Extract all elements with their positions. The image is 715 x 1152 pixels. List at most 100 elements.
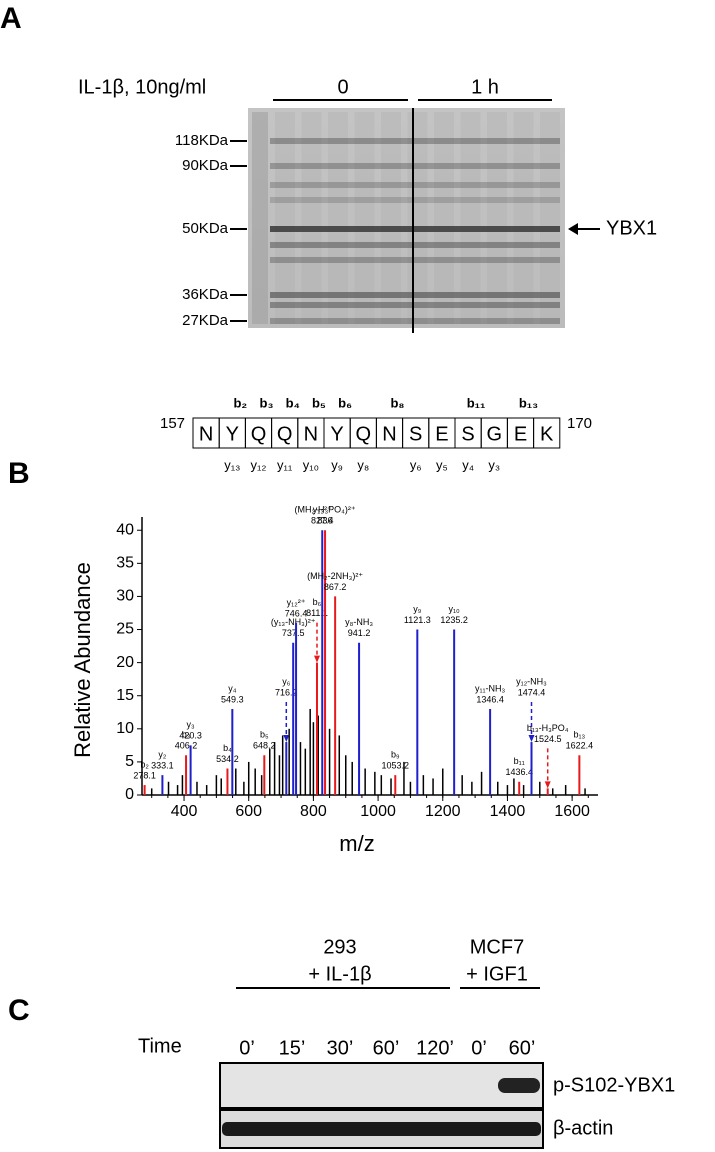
lane-label: 0’ bbox=[471, 1037, 487, 1059]
peak-mz: 811.1 bbox=[306, 608, 328, 618]
blot-band bbox=[222, 1122, 541, 1136]
peak-mz: 1053.2 bbox=[382, 761, 410, 771]
peak-ion: y₉ bbox=[413, 604, 422, 614]
row-label: p-S102-YBX1 bbox=[553, 1074, 675, 1096]
x-tick-label: 1000 bbox=[360, 803, 396, 820]
band bbox=[270, 182, 560, 188]
leader-head bbox=[283, 735, 290, 743]
x-tick-label: 400 bbox=[171, 803, 198, 820]
peak-mz: 648.2 bbox=[253, 741, 276, 751]
x-tick-label: 800 bbox=[300, 803, 327, 820]
y-ion: y₆ bbox=[410, 457, 422, 472]
gel bbox=[248, 108, 565, 328]
band bbox=[270, 257, 560, 263]
y-ion: y₁₂ bbox=[251, 457, 267, 472]
peak-ion: b₁₃ bbox=[574, 730, 586, 740]
y-tick-label: 30 bbox=[116, 588, 134, 605]
lane-label: 60’ bbox=[373, 1037, 400, 1059]
residue: E bbox=[435, 423, 448, 445]
b-ion: b₅ bbox=[312, 395, 326, 410]
y-ion: y₁₀ bbox=[303, 457, 319, 472]
peak-mz: 1622.4 bbox=[566, 741, 594, 751]
group-label: 1 h bbox=[471, 76, 499, 98]
peak-ion: y₆ bbox=[282, 676, 291, 686]
peak-mz: 278.1 bbox=[133, 770, 156, 780]
group-label: 0 bbox=[337, 76, 348, 98]
band bbox=[270, 163, 560, 169]
peak-ion: y₁₂-NH₃ bbox=[516, 676, 547, 686]
y-ion: y₃ bbox=[488, 457, 500, 472]
group-label: MCF7 bbox=[470, 936, 524, 958]
end-residue: 170 bbox=[567, 415, 592, 432]
b-ion: b₈ bbox=[390, 395, 404, 410]
residue: Y bbox=[226, 423, 239, 445]
y-tick-label: 25 bbox=[116, 621, 134, 638]
band bbox=[270, 242, 560, 248]
residue: S bbox=[409, 423, 422, 445]
residue: Q bbox=[356, 423, 372, 445]
marker: 36KDa bbox=[182, 286, 229, 303]
lane bbox=[301, 112, 322, 324]
lane bbox=[275, 112, 295, 324]
lane bbox=[460, 112, 481, 324]
residue: K bbox=[540, 423, 554, 445]
peak-ion: (y₁₃-NH₃)²⁺ bbox=[271, 617, 316, 627]
time-label: Time bbox=[138, 1035, 182, 1057]
leader-head bbox=[544, 781, 551, 789]
band bbox=[270, 197, 560, 203]
row-label: β-actin bbox=[553, 1117, 613, 1139]
peak-ion: b₉ bbox=[391, 750, 400, 760]
y-tick-label: 5 bbox=[125, 753, 134, 770]
residue: E bbox=[514, 423, 527, 445]
treatment: IL-1β, 10ng/ml bbox=[78, 76, 206, 98]
peak-mz: 827.4 bbox=[311, 516, 334, 526]
peptide: N Yb₂y₁₃Qb₃y₁₂Qb₄y₁₁Nb₅y₁₀Yb₆y₉Qy₈Nb₈Sy₆E… bbox=[192, 395, 561, 472]
x-tick-label: 1600 bbox=[554, 803, 590, 820]
band bbox=[270, 318, 560, 324]
lane bbox=[354, 112, 375, 324]
residue: N bbox=[382, 423, 396, 445]
group-label: 293 bbox=[323, 936, 356, 958]
group-label: + IL-1β bbox=[308, 963, 371, 985]
leader-head bbox=[313, 655, 320, 663]
peak-mz: 867.2 bbox=[324, 582, 347, 592]
peak-mz: 1524.5 bbox=[534, 734, 562, 744]
peak-mz: 716.2 bbox=[275, 687, 298, 697]
residue: Y bbox=[330, 423, 343, 445]
residue: S bbox=[461, 423, 474, 445]
x-tick-label: 1200 bbox=[425, 803, 461, 820]
lane-label: 30’ bbox=[327, 1037, 354, 1059]
peak-mz: 406.2 bbox=[175, 741, 198, 751]
group-label: + IGF1 bbox=[466, 963, 528, 985]
peak-mz: 1436.4 bbox=[505, 767, 533, 777]
b-ion: b₁₁ bbox=[467, 395, 486, 410]
lane bbox=[513, 112, 534, 324]
b-ion: b₄ bbox=[286, 395, 300, 410]
band bbox=[270, 302, 560, 308]
y-tick-label: 20 bbox=[116, 654, 134, 671]
spectrum: 0 5 10 15 20 25 30 35 40 400 600 800 1000 1200 1400 160… bbox=[116, 505, 598, 820]
y-tick-label: 15 bbox=[116, 687, 134, 704]
residue-box bbox=[533, 417, 561, 449]
peak-ion: y₁₁-NH₃ bbox=[475, 683, 506, 693]
ladder bbox=[252, 112, 268, 324]
peak-mz: 836 bbox=[318, 516, 333, 526]
band bbox=[270, 226, 560, 232]
peak-mz: 534.2 bbox=[216, 754, 239, 764]
b-ion: b₃ bbox=[260, 395, 274, 410]
leader-head bbox=[528, 735, 535, 743]
panel-letter: C bbox=[8, 994, 30, 1027]
arrow-head bbox=[568, 223, 578, 235]
peak-mz: 746.4 bbox=[285, 608, 308, 618]
marker: 27KDa bbox=[182, 312, 229, 329]
y-tick-label: 10 bbox=[116, 720, 134, 737]
band bbox=[270, 292, 560, 298]
b-ion: b₆ bbox=[338, 395, 352, 410]
y-tick-label: 0 bbox=[125, 786, 134, 803]
peak-ion: y₄ bbox=[228, 683, 237, 693]
y-ion: y₁₃ bbox=[224, 457, 240, 472]
marker: 50KDa bbox=[182, 220, 229, 237]
lane bbox=[328, 112, 348, 324]
peak-ion: b₂ bbox=[140, 759, 149, 769]
